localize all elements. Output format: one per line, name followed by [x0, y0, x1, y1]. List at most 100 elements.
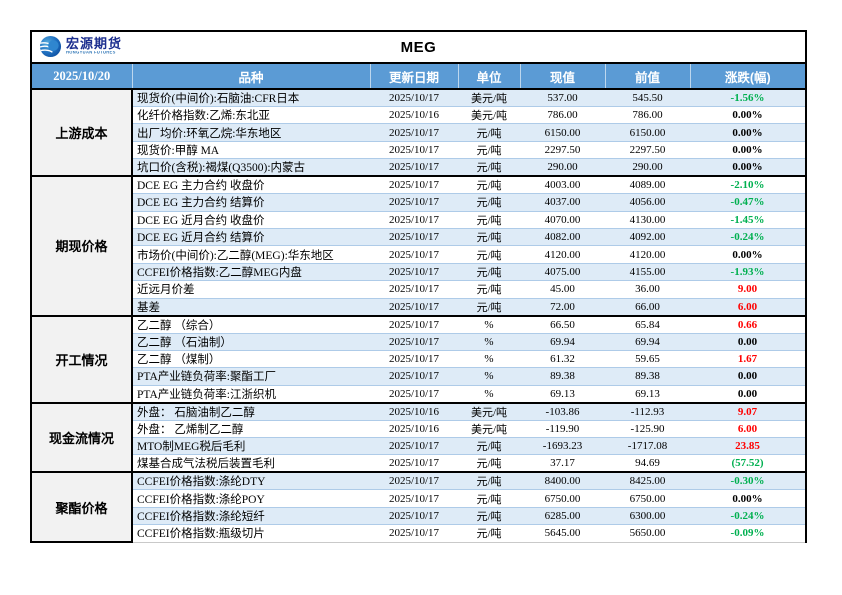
item-name-cell: 基差: [132, 298, 370, 317]
item-name-cell: DCE EG 主力合约 收盘价: [132, 175, 370, 195]
unit-cell: 美元/吨: [458, 401, 520, 421]
change-cell: (57.52): [690, 454, 805, 473]
change-cell: 0.66: [690, 314, 805, 334]
unit-cell: %: [458, 350, 520, 369]
item-name-cell: CCFEI价格指数:涤纶DTY: [132, 471, 370, 491]
unit-cell: 元/吨: [458, 454, 520, 473]
previous-value-cell: 6750.00: [605, 489, 690, 508]
previous-value-cell: 4089.00: [605, 175, 690, 195]
previous-value-cell: 4056.00: [605, 193, 690, 212]
update-date-cell: 2025/10/17: [370, 454, 458, 473]
update-date-cell: 2025/10/16: [370, 420, 458, 439]
unit-cell: 元/吨: [458, 524, 520, 543]
update-date-cell: 2025/10/17: [370, 245, 458, 264]
previous-value-cell: -125.90: [605, 420, 690, 439]
change-cell: -1.93%: [690, 263, 805, 282]
update-date-cell: 2025/10/17: [370, 471, 458, 491]
current-value-cell: -119.90: [520, 420, 605, 439]
logo-text: 宏源期货 HONGYUAN FUTURES: [66, 37, 139, 57]
current-value-cell: 45.00: [520, 280, 605, 299]
current-value-cell: 4120.00: [520, 245, 605, 264]
current-value-cell: 2297.50: [520, 141, 605, 160]
table-row: CCFEI价格指数:乙二醇MEG内盘 2025/10/17 元/吨 4075.00 41…: [32, 263, 805, 282]
unit-cell: 元/吨: [458, 437, 520, 456]
item-name-cell: 乙二醇 （综合）: [132, 314, 370, 334]
item-name-cell: MTO制MEG税后毛利: [132, 437, 370, 456]
current-value-cell: 72.00: [520, 298, 605, 317]
item-name-cell: 煤基合成气法税后装置毛利: [132, 454, 370, 473]
change-cell: 9.00: [690, 280, 805, 299]
previous-value-cell: 786.00: [605, 106, 690, 125]
change-cell: 9.07: [690, 401, 805, 421]
update-date-cell: 2025/10/17: [370, 263, 458, 282]
change-cell: 0.00%: [690, 158, 805, 177]
table-body: 上游成本 现货价(中间价):石脑油:CFR日本 2025/10/17 美元/吨 537.…: [32, 89, 805, 544]
current-value-cell: -1693.23: [520, 437, 605, 456]
previous-value-cell: 5650.00: [605, 524, 690, 543]
item-name-cell: 出厂均价:环氧乙烷:华东地区: [132, 123, 370, 142]
previous-value-cell: 4130.00: [605, 211, 690, 229]
current-value-cell: 8400.00: [520, 471, 605, 491]
update-date-cell: 2025/10/17: [370, 437, 458, 456]
change-cell: -0.24%: [690, 228, 805, 247]
item-name-cell: 乙二醇 （石油制）: [132, 333, 370, 351]
current-value-cell: 5645.00: [520, 524, 605, 543]
meg-report-sheet: 宏源期货 HONGYUAN FUTURES MEG 2025/10/20 品种 …: [30, 30, 807, 544]
current-value-cell: 4037.00: [520, 193, 605, 212]
update-date-cell: 2025/10/17: [370, 314, 458, 334]
column-header-unit: 单位: [458, 62, 521, 90]
unit-cell: %: [458, 333, 520, 351]
column-header-current-value: 现值: [520, 62, 606, 90]
unit-cell: %: [458, 314, 520, 334]
current-value-cell: 66.50: [520, 314, 605, 334]
logo-company-name: 宏源期货: [66, 35, 123, 51]
unit-cell: 元/吨: [458, 123, 520, 142]
change-cell: 1.67: [690, 350, 805, 369]
table-row: 基差 2025/10/17 元/吨 72.00 66.00 6.00: [32, 298, 805, 317]
table-row: 乙二醇 （煤制） 2025/10/17% 61.32 59.65 1.67: [32, 350, 805, 369]
unit-cell: 美元/吨: [458, 89, 520, 107]
unit-cell: 美元/吨: [458, 420, 520, 439]
previous-value-cell: 65.84: [605, 314, 690, 334]
change-cell: 0.00: [690, 367, 805, 386]
change-cell: 6.00: [690, 420, 805, 439]
current-value-cell: 290.00: [520, 158, 605, 177]
change-cell: -0.47%: [690, 193, 805, 212]
item-name-cell: 乙二醇 （煤制）: [132, 350, 370, 369]
update-date-cell: 2025/10/17: [370, 123, 458, 142]
group-label: 现金流情况: [32, 401, 133, 474]
logo-company-subtitle: HONGYUAN FUTURES: [66, 50, 116, 55]
column-header-update-date: 更新日期: [370, 62, 459, 90]
current-value-cell: -103.86: [520, 401, 605, 421]
unit-cell: 元/吨: [458, 175, 520, 195]
item-name-cell: CCFEI价格指数:涤纶短纤: [132, 507, 370, 526]
item-name-cell: 外盘： 石脑油制乙二醇: [132, 401, 370, 421]
current-value-cell: 537.00: [520, 89, 605, 107]
unit-cell: 美元/吨: [458, 106, 520, 125]
change-cell: 0.00%: [690, 123, 805, 142]
unit-cell: 元/吨: [458, 211, 520, 229]
change-cell: 0.00%: [690, 245, 805, 264]
item-name-cell: 现货价(中间价):石脑油:CFR日本: [132, 89, 370, 107]
previous-value-cell: 89.38: [605, 367, 690, 386]
table-row: 化纤价格指数:乙烯:东北亚 2025/10/16 美元/吨 786.00 786.00 0…: [32, 106, 805, 125]
item-name-cell: CCFEI价格指数:瓶级切片: [132, 524, 370, 543]
page-title: MEG: [400, 38, 437, 56]
table-row: 近远月价差 2025/10/17 元/吨 45.00 36.00 9.00: [32, 280, 805, 299]
column-header-change: 涨跌(幅): [690, 62, 805, 90]
update-date-cell: 2025/10/17: [370, 350, 458, 369]
change-cell: 0.00%: [690, 141, 805, 160]
change-cell: -0.30%: [690, 471, 805, 491]
unit-cell: 元/吨: [458, 298, 520, 317]
group-label: 期现价格: [32, 175, 133, 317]
table-row: 现货价:甲醇 MA 2025/10/17 元/吨 2297.50 2297.50 0.00…: [32, 141, 805, 160]
unit-cell: 元/吨: [458, 471, 520, 491]
item-name-cell: PTA产业链负荷率:江浙织机: [132, 385, 370, 404]
current-value-cell: 4075.00: [520, 263, 605, 282]
change-cell: 0.00: [690, 333, 805, 351]
header-row: 2025/10/20 品种 更新日期 单位 现值 前值 涨跌(幅): [32, 62, 805, 90]
unit-cell: 元/吨: [458, 263, 520, 282]
previous-value-cell: 69.13: [605, 385, 690, 404]
current-value-cell: 6150.00: [520, 123, 605, 142]
table-row: 坑口价(含税):褐煤(Q3500):内蒙古 2025/10/17 元/吨 290.00…: [32, 158, 805, 177]
